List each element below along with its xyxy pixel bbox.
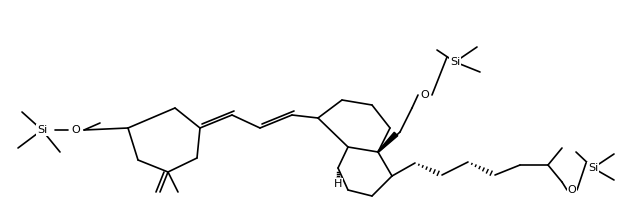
Polygon shape [378, 132, 398, 152]
Text: Si: Si [37, 125, 47, 135]
Text: H: H [334, 179, 342, 189]
Text: Si: Si [588, 163, 598, 173]
Text: Si: Si [450, 57, 460, 67]
Text: O: O [568, 185, 576, 195]
Text: O: O [71, 125, 80, 135]
Text: O: O [420, 90, 429, 100]
